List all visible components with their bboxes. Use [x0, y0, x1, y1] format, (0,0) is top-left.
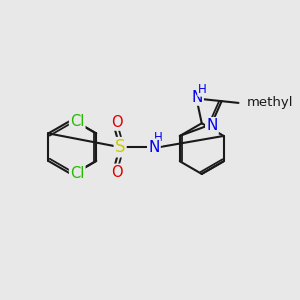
Text: S: S: [115, 138, 125, 156]
Text: O: O: [111, 115, 123, 130]
Text: Cl: Cl: [70, 166, 84, 181]
Text: H: H: [154, 131, 163, 144]
Text: H: H: [198, 83, 207, 96]
Text: methyl: methyl: [246, 96, 293, 109]
Text: N: N: [191, 90, 203, 105]
Text: Cl: Cl: [70, 114, 84, 129]
Text: O: O: [111, 165, 123, 180]
Text: N: N: [148, 140, 160, 155]
Text: N: N: [206, 118, 218, 133]
